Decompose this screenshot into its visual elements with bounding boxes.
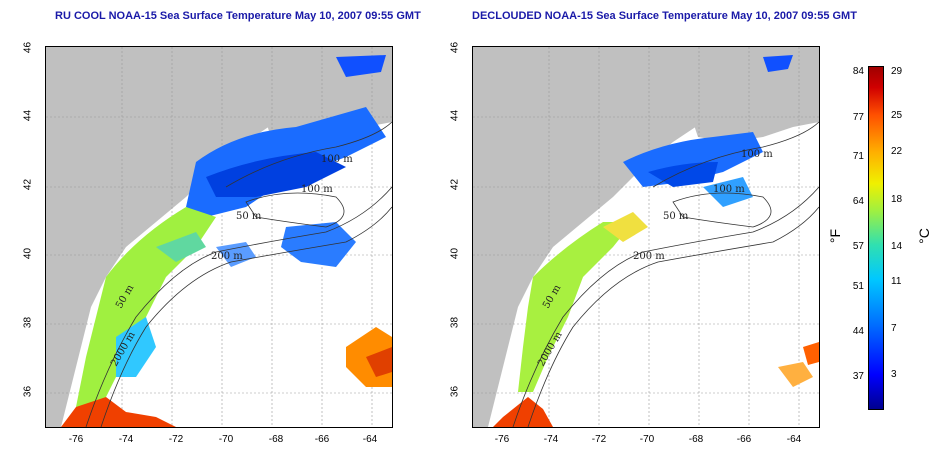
colorbar-f-tick: 77 xyxy=(852,112,864,123)
y-tick-left: 42 xyxy=(22,178,34,191)
contour-label: 200 m xyxy=(633,251,665,262)
contour-label: 100 m xyxy=(741,149,773,160)
land-mass xyxy=(473,47,819,427)
x-tick-right: -70 xyxy=(639,434,655,445)
grid-lines xyxy=(473,47,819,427)
colorbar-c-tick: 11 xyxy=(891,276,902,287)
colorbar-c-tick: 14 xyxy=(891,241,903,252)
right-map-title: DECLOUDED NOAA-15 Sea Surface Temperatur… xyxy=(472,10,857,22)
left-map-title: RU COOL NOAA-15 Sea Surface Temperature … xyxy=(55,10,421,22)
sst-data-left xyxy=(61,55,392,427)
y-tick-left: 46 xyxy=(22,41,34,54)
y-tick-right: 44 xyxy=(449,109,461,122)
y-tick-right: 42 xyxy=(449,178,461,191)
contour-label: 100 m xyxy=(713,184,745,195)
x-tick-right: -68 xyxy=(688,434,704,445)
temperature-colorbar xyxy=(868,66,884,410)
y-tick-left: 40 xyxy=(22,247,34,260)
left-map-graphic: 100 m 100 m 50 m 200 m 50 m 2000 m xyxy=(46,47,392,427)
x-tick-left: -64 xyxy=(362,434,378,445)
right-map-graphic: 100 m 100 m 50 m 200 m 50 m 2000 m xyxy=(473,47,819,427)
colorbar-f-tick: 37 xyxy=(852,371,864,382)
left-sst-map[interactable]: 100 m 100 m 50 m 200 m 50 m 2000 m xyxy=(45,46,393,428)
colorbar-f-tick: 84 xyxy=(852,66,864,77)
celsius-unit-label: °C xyxy=(915,228,932,244)
x-tick-left: -66 xyxy=(314,434,330,445)
colorbar-f-tick: 51 xyxy=(852,281,864,292)
nova-scotia-land xyxy=(688,67,819,142)
bathymetry-contours xyxy=(512,121,819,427)
y-tick-left: 38 xyxy=(22,316,34,329)
contour-label: 50 m xyxy=(663,211,689,222)
x-tick-left: -68 xyxy=(268,434,284,445)
contour-label: 100 m xyxy=(301,184,333,195)
x-tick-left: -76 xyxy=(68,434,84,445)
colorbar-f-tick: 71 xyxy=(852,151,864,162)
fahrenheit-unit-label: °F xyxy=(827,228,844,244)
colorbar-c-tick: 25 xyxy=(891,110,903,121)
colorbar-c-tick: 7 xyxy=(891,323,897,334)
x-tick-right: -76 xyxy=(494,434,510,445)
colorbar-f-tick: 44 xyxy=(852,326,864,337)
y-tick-left: 36 xyxy=(22,385,34,398)
sst-data-right xyxy=(493,55,819,427)
x-tick-right: -64 xyxy=(786,434,802,445)
x-tick-right: -66 xyxy=(736,434,752,445)
contour-label: 50 m xyxy=(236,211,262,222)
y-tick-right: 36 xyxy=(449,385,461,398)
x-tick-left: -74 xyxy=(118,434,134,445)
contour-label: 200 m xyxy=(211,251,243,262)
colorbar-c-tick: 22 xyxy=(891,146,903,157)
colorbar-c-tick: 18 xyxy=(891,194,903,205)
contour-label: 100 m xyxy=(321,154,353,165)
y-tick-right: 40 xyxy=(449,247,461,260)
y-tick-right: 46 xyxy=(449,41,461,54)
right-sst-map[interactable]: 100 m 100 m 50 m 200 m 50 m 2000 m xyxy=(472,46,820,428)
land-mass xyxy=(46,47,392,427)
x-tick-right: -72 xyxy=(591,434,607,445)
x-tick-right: -74 xyxy=(543,434,559,445)
colorbar-f-tick: 64 xyxy=(852,196,864,207)
colorbar-f-tick: 57 xyxy=(852,241,864,252)
x-tick-left: -72 xyxy=(168,434,184,445)
bathymetry-contours xyxy=(85,121,392,427)
y-tick-left: 44 xyxy=(22,109,34,122)
colorbar-c-tick: 3 xyxy=(891,369,897,380)
x-tick-left: -70 xyxy=(218,434,234,445)
colorbar-c-tick: 29 xyxy=(891,66,903,77)
y-tick-right: 38 xyxy=(449,316,461,329)
